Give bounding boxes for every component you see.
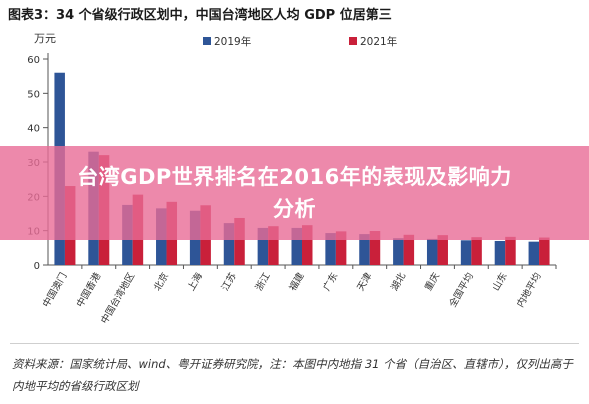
- bar-2021年: [369, 231, 381, 265]
- bar-2021年: [505, 236, 516, 265]
- bar-2019年: [359, 234, 370, 265]
- legend-swatch-2021年: [349, 37, 357, 45]
- bar-2021年: [471, 237, 482, 265]
- bar-2019年: [393, 238, 404, 265]
- bar-2019年: [460, 240, 472, 265]
- x-tick-label: 上海: [185, 270, 205, 293]
- bar-2019年: [291, 227, 302, 265]
- bar-2021年: [539, 237, 550, 265]
- x-tick-label: 重庆: [422, 270, 442, 293]
- x-tick-label: 北京: [151, 271, 171, 293]
- bar-2021年: [234, 217, 245, 265]
- y-tick-label: 40: [27, 124, 40, 135]
- bar-2021年: [335, 231, 347, 265]
- x-tick-label: 全国平均: [447, 271, 476, 310]
- divider: [10, 343, 579, 344]
- legend-swatch-2019年: [203, 37, 211, 45]
- x-tick-label: 天津: [355, 271, 374, 293]
- x-tick-label: 内地平均: [514, 271, 543, 310]
- y-tick-label: 50: [27, 89, 40, 100]
- bar-2019年: [426, 238, 438, 265]
- source-note: 资料来源：国家统计局、wind、粤开证券研究院，注：本图中内地指 31 个省（自…: [12, 357, 573, 393]
- x-tick-label: 浙江: [253, 270, 273, 293]
- y-tick-label: 60: [27, 55, 40, 66]
- bar-2021年: [268, 226, 279, 265]
- x-tick-label: 江苏: [219, 270, 239, 293]
- x-tick-label: 山东: [490, 271, 510, 293]
- y-tick-label: 0: [34, 261, 40, 272]
- x-tick-label: 广东: [321, 271, 341, 293]
- legend-label: 2021年: [360, 35, 397, 48]
- title-banner: 台湾GDP世界排名在2016年的表现及影响力分析: [0, 146, 589, 240]
- x-tick-label: 福建: [287, 270, 307, 293]
- banner-title: 台湾GDP世界排名在2016年的表现及影响力分析: [77, 165, 512, 221]
- x-tick-label: 中国香港: [74, 270, 104, 309]
- bar-2021年: [403, 234, 415, 265]
- bar-2021年: [302, 225, 313, 265]
- y-axis-label: 万元: [34, 32, 56, 45]
- x-tick-label: 湖北: [389, 271, 408, 293]
- figure-title: 图表3：34 个省级行政区划中，中国台湾地区人均 GDP 位居第三: [8, 8, 392, 23]
- bar-2019年: [325, 233, 336, 265]
- bar-2019年: [494, 240, 506, 265]
- x-tick-label: 中国澳门: [40, 271, 69, 310]
- bar-2019年: [528, 241, 540, 265]
- bar-2019年: [257, 227, 269, 265]
- bar-2021年: [437, 235, 448, 265]
- legend-label: 2019年: [214, 35, 251, 48]
- x-tick-label: 中国台湾地区: [98, 270, 137, 326]
- bar-2019年: [223, 223, 235, 265]
